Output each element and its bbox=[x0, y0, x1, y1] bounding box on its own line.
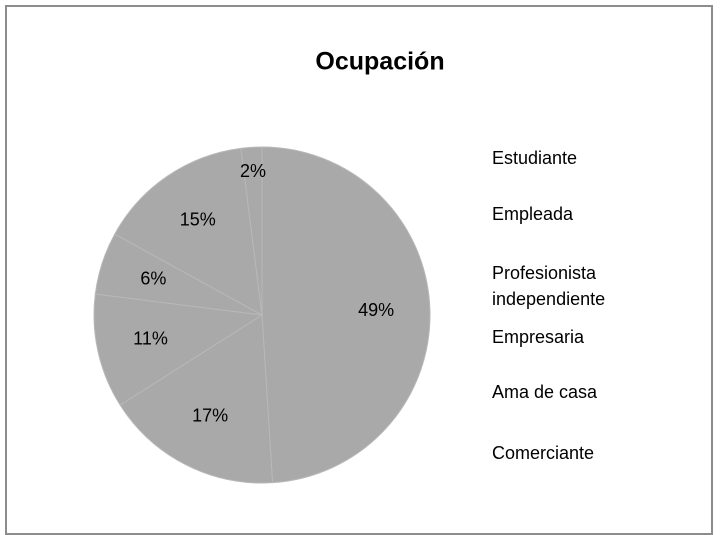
data-label: 17% bbox=[192, 406, 228, 426]
legend-entry: Empresaria bbox=[492, 327, 585, 347]
chart-title: Ocupación bbox=[315, 48, 444, 76]
data-label: 15% bbox=[180, 209, 216, 229]
pie-slice bbox=[240, 146, 263, 316]
pie-slice bbox=[261, 146, 431, 484]
pie-slice bbox=[93, 293, 264, 406]
pie-slice bbox=[114, 147, 263, 316]
data-label: 49% bbox=[358, 300, 394, 320]
legend-entry: Estudiante bbox=[492, 148, 578, 168]
data-label: 11% bbox=[133, 329, 168, 349]
data-label: 6% bbox=[140, 268, 166, 288]
legend-entry: Profesionista independiente bbox=[492, 263, 606, 309]
legend-entry: Comerciante bbox=[492, 443, 595, 463]
legend-entry: Empleada bbox=[492, 204, 574, 224]
legend-entry: Ama de casa bbox=[492, 382, 598, 402]
data-label: 2% bbox=[240, 161, 266, 181]
pie-slice bbox=[119, 314, 274, 484]
